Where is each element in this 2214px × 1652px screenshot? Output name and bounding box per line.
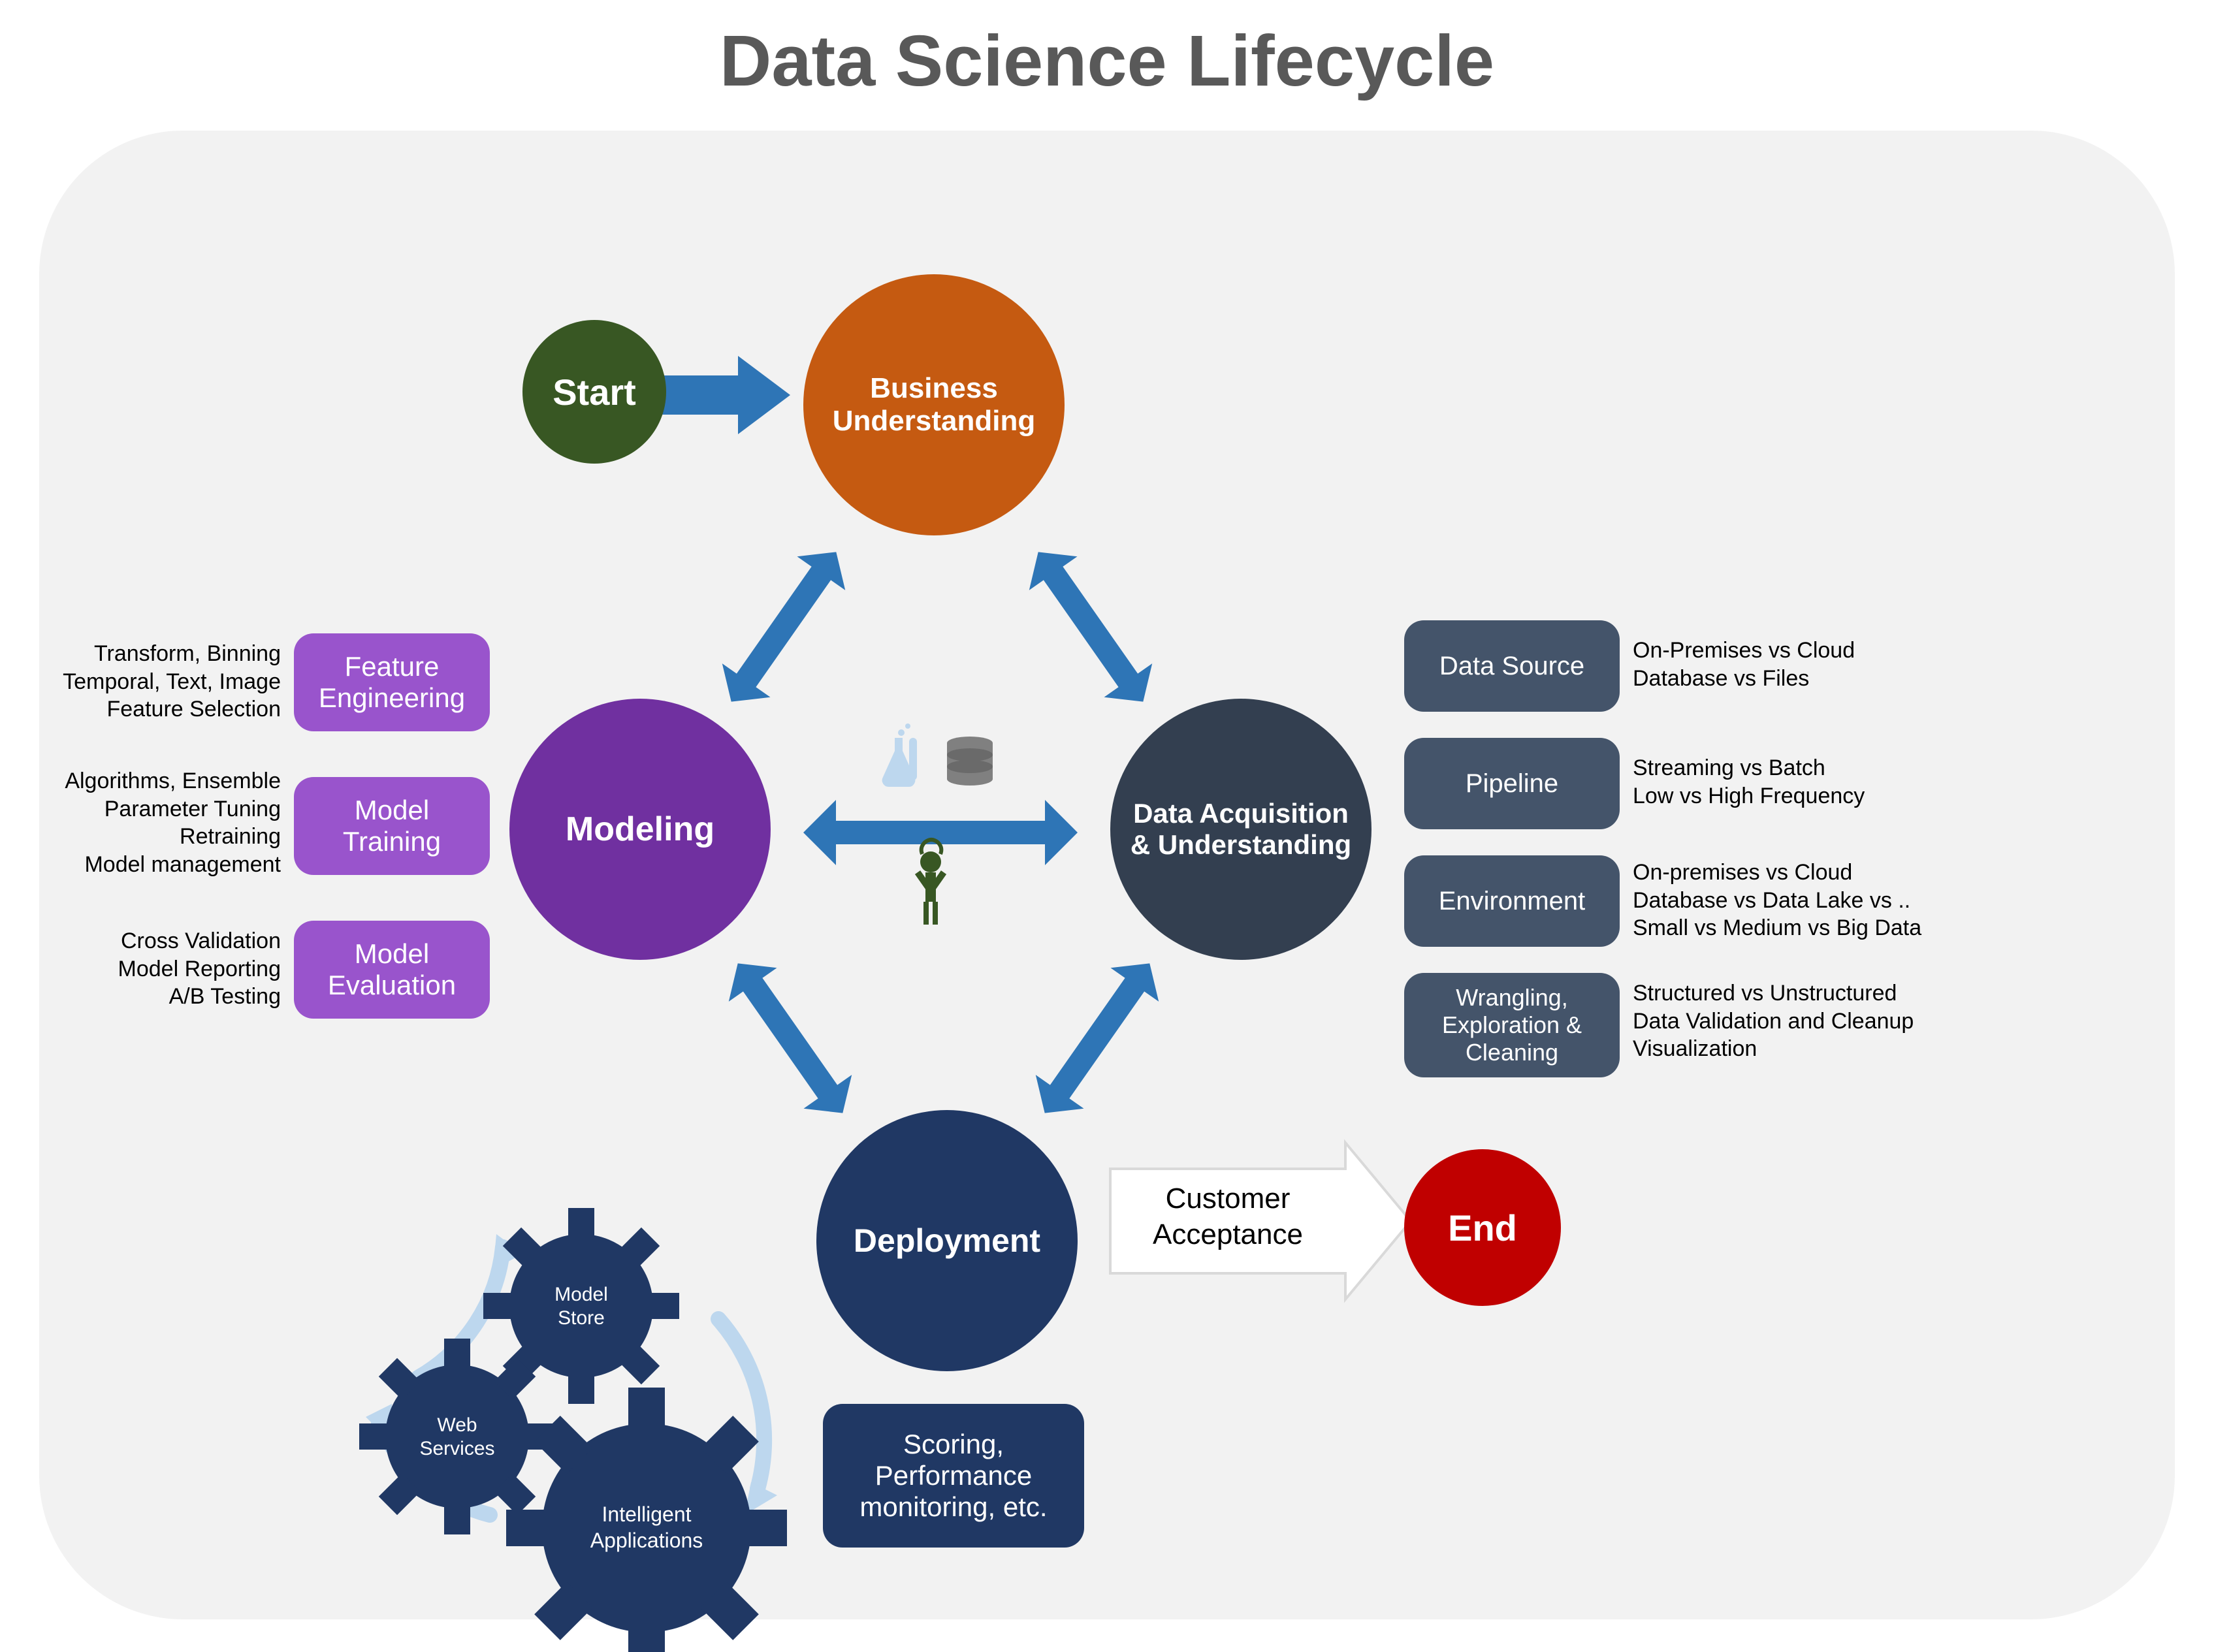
desc-model-evaluation: Cross Validation Model Reporting A/B Tes…	[59, 927, 281, 1011]
desc-pipeline: Streaming vs Batch Low vs High Frequency	[1633, 754, 1972, 810]
node-deployment: Deployment	[816, 1110, 1078, 1371]
node-business-understanding: Business Understanding	[803, 274, 1065, 535]
box-model-training: Model Training	[294, 777, 490, 875]
desc-feature-engineering: Transform, Binning Temporal, Text, Image…	[59, 640, 281, 723]
box-feature-engineering: Feature Engineering	[294, 633, 490, 731]
desc-environment: On-premises vs Cloud Database vs Data La…	[1633, 859, 1998, 942]
page-title: Data Science Lifecycle	[0, 20, 2214, 103]
desc-model-training: Algorithms, Ensemble Parameter Tuning Re…	[59, 767, 281, 878]
box-model-evaluation: Model Evaluation	[294, 921, 490, 1019]
node-modeling: Modeling	[509, 699, 771, 960]
desc-data-source: On-Premises vs Cloud Database vs Files	[1633, 637, 1972, 692]
desc-wrangling: Structured vs Unstructured Data Validati…	[1633, 979, 1998, 1063]
page: Data Science Lifecycle	[0, 0, 2214, 1652]
box-data-source: Data Source	[1404, 620, 1620, 712]
node-start: Start	[522, 320, 666, 464]
box-deployment-scoring: Scoring, Performance monitoring, etc.	[823, 1404, 1084, 1548]
box-environment: Environment	[1404, 855, 1620, 947]
node-data-acquisition: Data Acquisition & Understanding	[1110, 699, 1372, 960]
box-wrangling: Wrangling, Exploration & Cleaning	[1404, 973, 1620, 1077]
box-pipeline: Pipeline	[1404, 738, 1620, 829]
node-end: End	[1404, 1149, 1561, 1306]
